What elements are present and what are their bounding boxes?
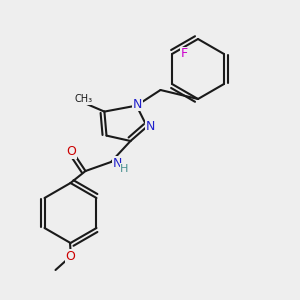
Text: N: N [112,157,122,170]
Text: O: O [66,145,76,158]
Text: N: N [133,98,142,111]
Text: H: H [120,164,129,174]
Text: N: N [145,120,155,133]
Text: F: F [181,47,188,61]
Text: CH₃: CH₃ [74,94,92,104]
Text: O: O [66,250,75,263]
